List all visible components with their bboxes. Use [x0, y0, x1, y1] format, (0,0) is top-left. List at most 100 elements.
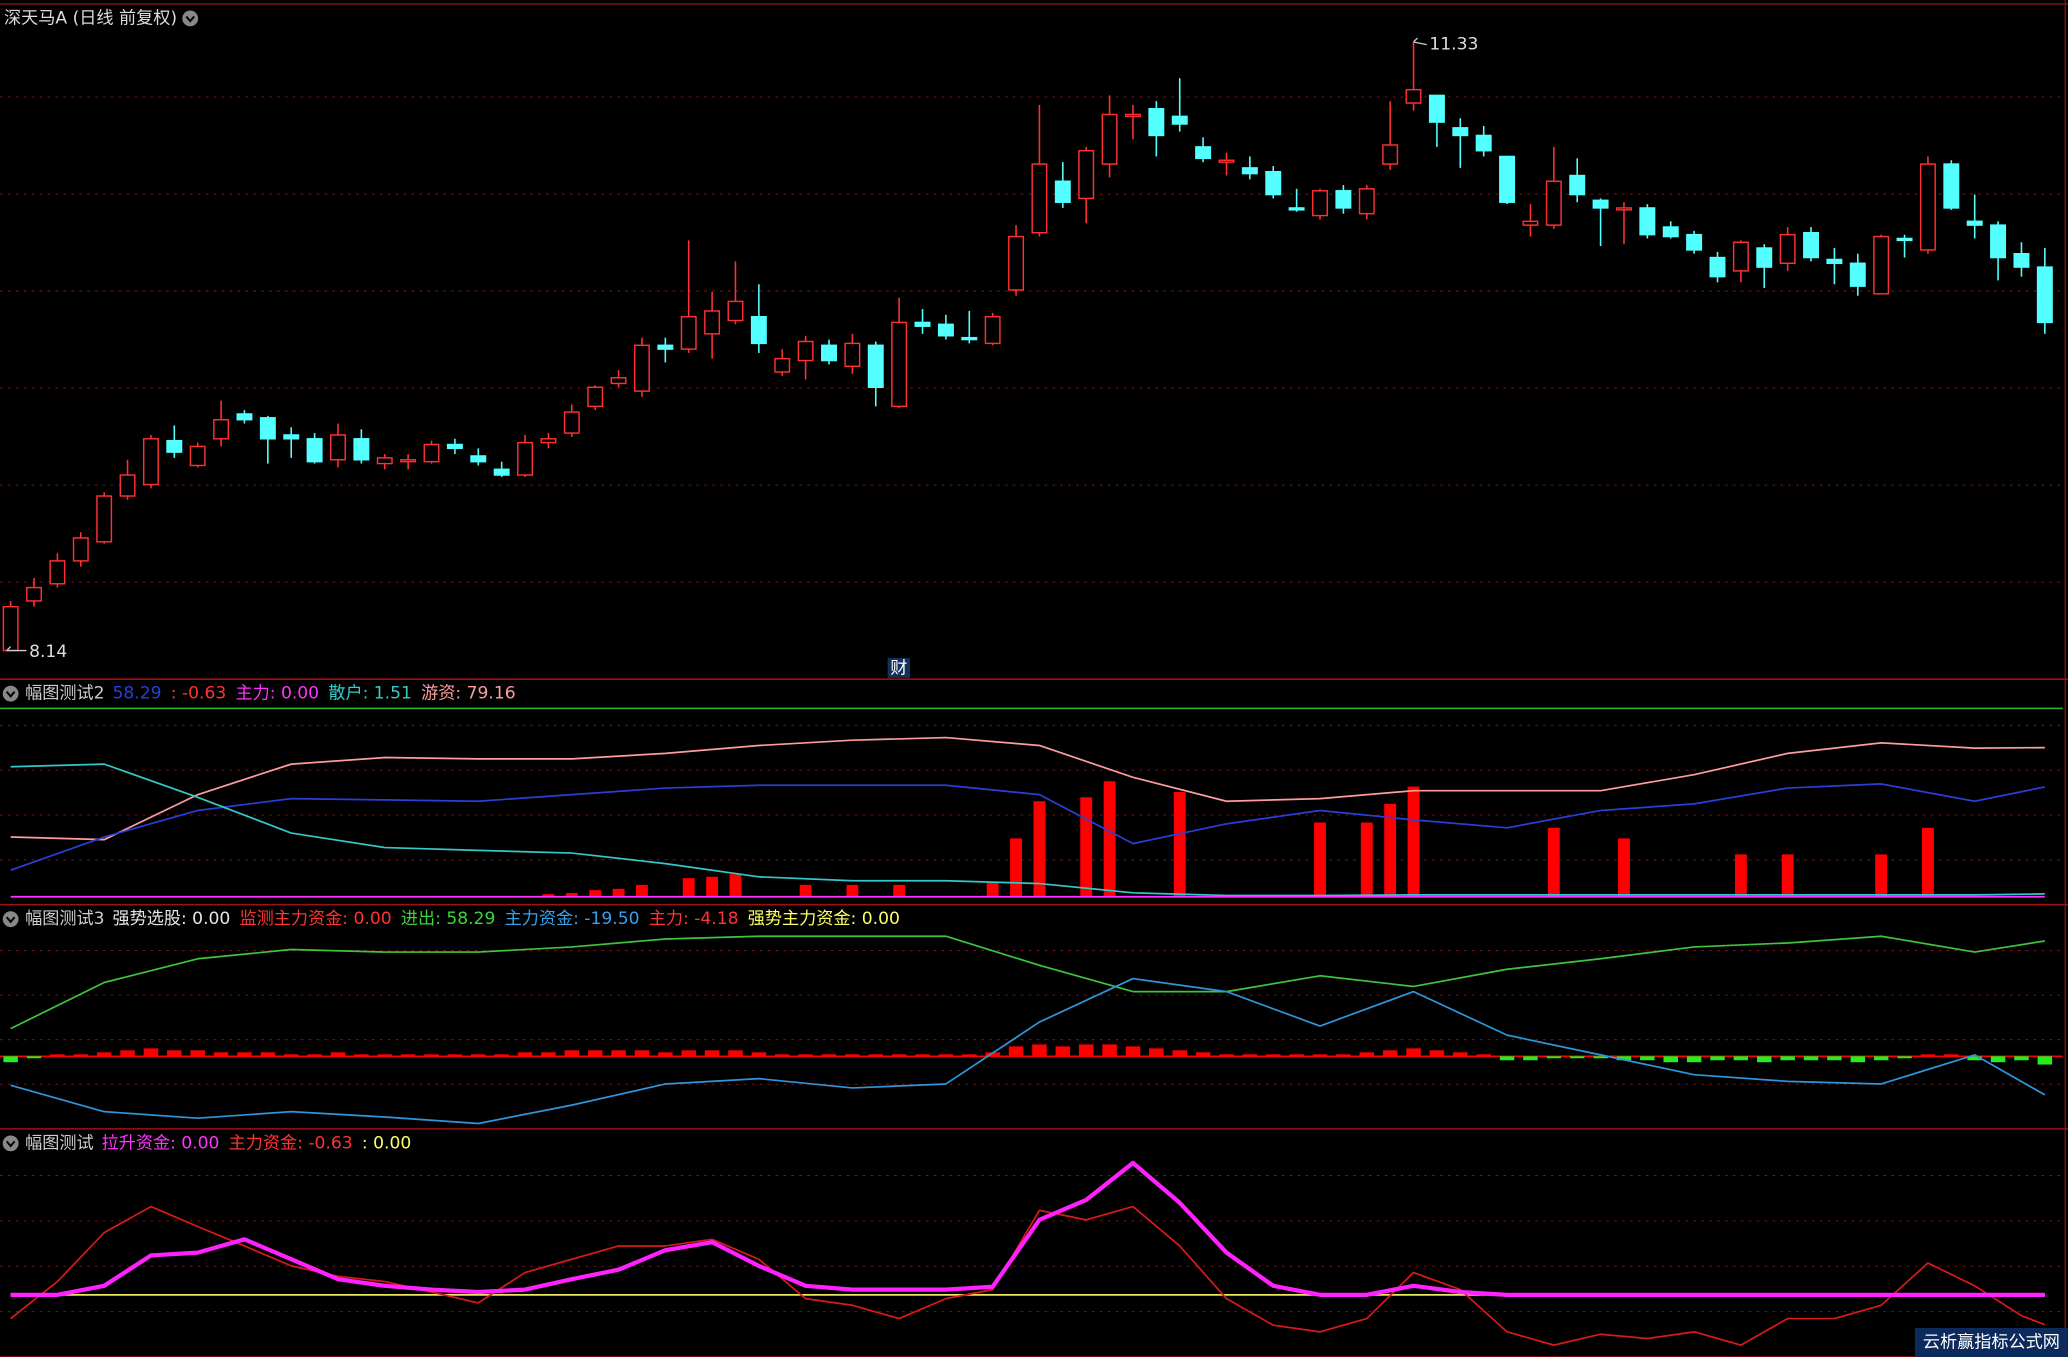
candle-body	[1499, 155, 1516, 203]
bar	[1384, 803, 1397, 897]
candle-body	[330, 434, 346, 461]
bar	[845, 1054, 860, 1057]
candle-body	[657, 344, 674, 350]
bar	[1476, 1054, 1491, 1057]
bar	[1850, 1056, 1866, 1063]
candle-body	[1148, 108, 1165, 137]
candle-body	[1008, 235, 1025, 291]
bar	[96, 1052, 112, 1057]
candle-body	[1171, 115, 1188, 125]
bar	[1429, 1050, 1445, 1057]
bar	[1312, 1054, 1328, 1057]
bar	[587, 1050, 603, 1057]
candle-body	[119, 474, 136, 497]
bar	[704, 1050, 720, 1057]
bar	[1033, 801, 1046, 897]
candle-body	[563, 411, 580, 434]
candle-body	[26, 586, 43, 602]
bar	[1359, 1052, 1375, 1057]
candle-body	[1803, 232, 1820, 259]
bar	[1757, 1056, 1772, 1063]
bar	[471, 1054, 486, 1057]
candle-body	[1732, 241, 1749, 272]
candle-body	[1195, 146, 1212, 160]
candle-body	[1475, 134, 1492, 152]
bar	[564, 1050, 580, 1057]
collapse-icon	[2, 911, 19, 928]
legend-entry: 监测主力资金: 0.00	[240, 909, 392, 929]
legend-entry: 散户: 1.51	[328, 684, 412, 704]
bar	[565, 892, 578, 897]
bar	[798, 1054, 813, 1057]
candle-body	[1382, 144, 1399, 165]
candle-body	[680, 315, 697, 350]
finance-marker-box	[887, 658, 911, 678]
bar	[962, 1054, 977, 1057]
bar	[1920, 1054, 1936, 1057]
bar	[612, 888, 625, 897]
candle-body	[1452, 127, 1469, 137]
candle-body	[1078, 149, 1095, 200]
candle-body	[1312, 190, 1328, 217]
chart-title: 深天马A (日线 前复权)	[4, 8, 177, 28]
bar	[73, 1054, 89, 1057]
bar	[1499, 1056, 1515, 1061]
watermark-box	[1914, 1327, 2068, 1357]
bar	[1663, 1056, 1678, 1063]
candle-body	[1919, 163, 1936, 251]
bar	[517, 1052, 533, 1057]
min-price-label: 8.14	[29, 642, 67, 662]
candle-body	[1896, 237, 1913, 242]
candle-body	[142, 438, 159, 486]
bar	[283, 1054, 299, 1057]
collapse-icon	[182, 10, 199, 27]
candle-body	[1966, 220, 1983, 226]
series-line	[10, 763, 2045, 897]
bar	[893, 884, 906, 897]
bar	[728, 1050, 743, 1057]
bar	[868, 1054, 884, 1057]
candle-body	[72, 537, 89, 562]
candle-body	[470, 455, 487, 463]
collapse-arrow	[5, 1140, 16, 1148]
candle-body	[1031, 163, 1048, 234]
bar	[424, 1054, 439, 1057]
bar	[1875, 854, 1888, 897]
bar	[1523, 1056, 1538, 1061]
candle-body	[1054, 180, 1071, 203]
candle-body	[1358, 188, 1375, 215]
candle-body	[1545, 180, 1562, 226]
bar	[1967, 1056, 1982, 1061]
candle-body	[750, 315, 767, 345]
bar	[706, 876, 719, 897]
candle-body	[821, 344, 837, 362]
bar	[1803, 1056, 1819, 1061]
legend-entry: 强势主力资金: 0.00	[748, 909, 900, 929]
bar	[681, 1050, 696, 1057]
max-pointer	[1413, 37, 1427, 46]
candle-body	[96, 495, 113, 543]
bar	[330, 1052, 346, 1057]
candle-body	[1241, 167, 1258, 175]
series-line	[10, 736, 2045, 841]
legend-entry: 进出: 58.29	[401, 909, 496, 929]
candle-body	[1943, 163, 1960, 209]
bar	[1616, 1056, 1632, 1061]
bar	[846, 884, 859, 897]
candle-body	[1101, 113, 1118, 165]
bar	[1360, 822, 1373, 897]
bar	[658, 1052, 673, 1057]
candle-body	[1615, 207, 1632, 211]
bar	[986, 882, 999, 897]
bar	[611, 1050, 626, 1057]
bar	[1080, 797, 1093, 897]
bar	[167, 1050, 182, 1057]
candle-body	[376, 457, 393, 465]
bar	[447, 1054, 463, 1057]
candle-body	[259, 417, 276, 440]
candle-body	[540, 438, 557, 444]
series-line	[10, 783, 2046, 872]
candle-body	[1335, 190, 1352, 209]
